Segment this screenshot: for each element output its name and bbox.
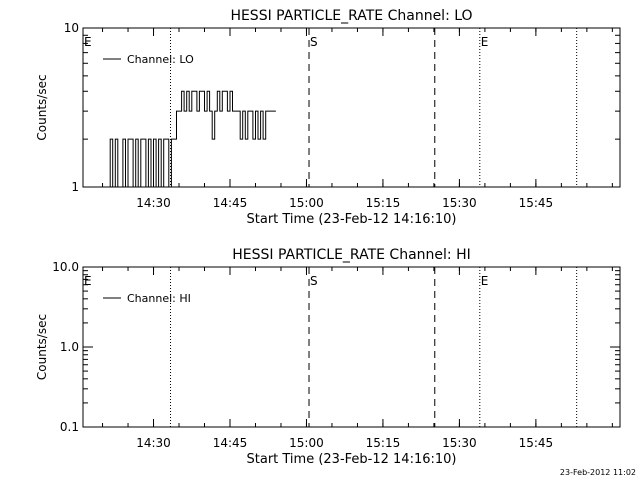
event-annotation: E [481, 274, 489, 288]
legend-label: Channel: HI [127, 292, 191, 305]
legend-label: Channel: LO [127, 53, 194, 66]
plot-timestamp: 23-Feb-2012 11:02 [560, 468, 636, 477]
chart-title: HESSI PARTICLE_RATE Channel: LO [230, 8, 472, 24]
x-tick-label: 15:30 [442, 196, 477, 210]
x-tick-label: 15:15 [366, 196, 401, 210]
y-tick-label: 1.0 [60, 340, 79, 354]
x-tick-label: 15:00 [289, 436, 324, 450]
event-annotation: S [310, 274, 318, 288]
y-tick-label: 1 [71, 180, 79, 194]
x-axis-label: Start Time (23-Feb-12 14:16:10) [247, 452, 457, 467]
x-tick-label: 14:30 [136, 436, 171, 450]
x-tick-label: 14:45 [213, 196, 248, 210]
event-annotation: E [84, 274, 92, 288]
chart-panel-2: HESSI PARTICLE_RATE Channel: HI Start Tim… [35, 247, 621, 467]
y-tick-label: 10.0 [52, 260, 79, 274]
y-tick-label: 0.1 [60, 420, 79, 434]
chart-panel-1: HESSI PARTICLE_RATE Channel: LO Start Tim… [35, 8, 621, 227]
x-tick-label: 15:45 [519, 196, 554, 210]
x-tick-label: 14:30 [136, 196, 171, 210]
series-line [107, 90, 276, 188]
plot-frame [82, 266, 621, 428]
x-tick-label: 15:30 [442, 436, 477, 450]
x-axis-label: Start Time (23-Feb-12 14:16:10) [247, 212, 457, 227]
plot-frame [82, 27, 621, 188]
x-tick-label: 15:45 [519, 436, 554, 450]
y-axis-label: Counts/sec [35, 74, 49, 140]
event-annotation: S [310, 35, 318, 49]
x-tick-label: 15:00 [289, 196, 324, 210]
y-axis-label: Counts/sec [35, 314, 49, 380]
chart-title: HESSI PARTICLE_RATE Channel: HI [232, 247, 470, 263]
y-tick-label: 10 [64, 21, 79, 35]
x-tick-label: 15:15 [366, 436, 401, 450]
event-annotation: E [481, 35, 489, 49]
event-annotation: E [84, 35, 92, 49]
x-tick-label: 14:45 [213, 436, 248, 450]
